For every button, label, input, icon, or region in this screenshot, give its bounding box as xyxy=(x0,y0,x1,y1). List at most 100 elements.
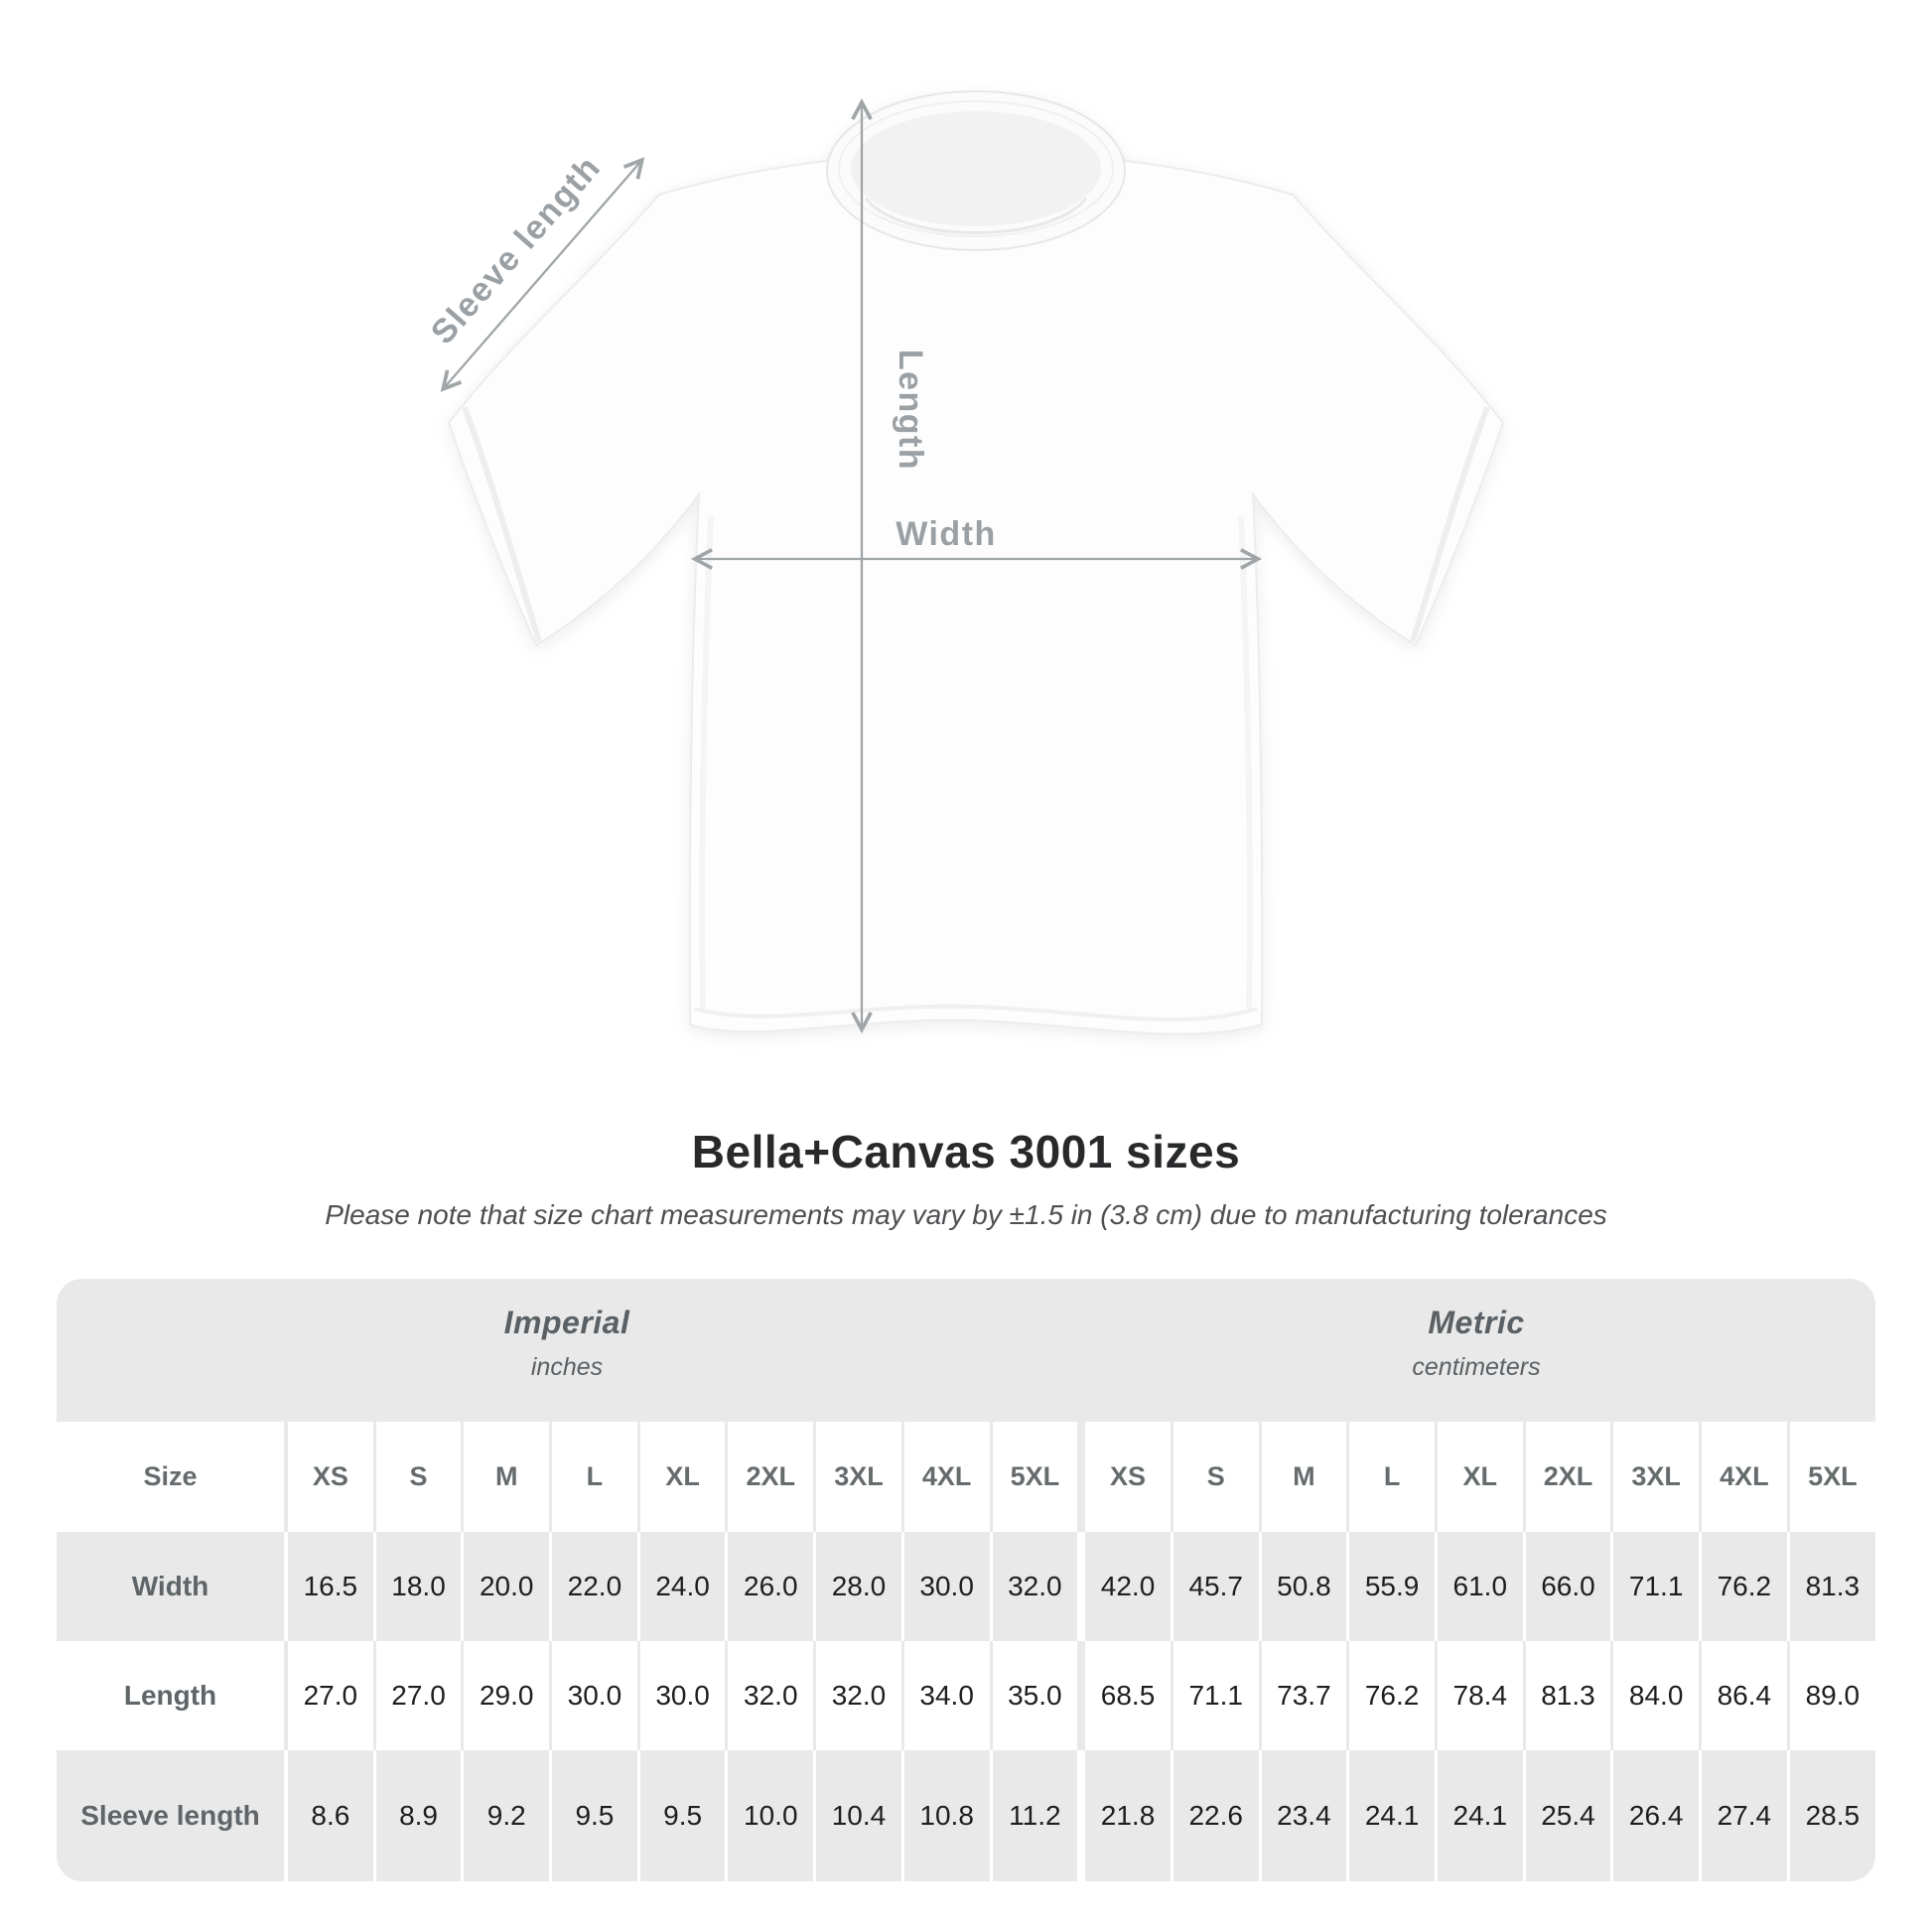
tolerance-note: Please note that size chart measurements… xyxy=(325,1199,1607,1230)
bottom-hem xyxy=(694,1004,1258,1023)
size-table: Imperial inches Metric centimeters Size … xyxy=(57,1279,1875,1881)
size-header: 4XL xyxy=(903,1422,990,1532)
value-cell: 22.6 xyxy=(1173,1750,1259,1881)
width-row: Width 16.5 18.0 20.0 22.0 24.0 26.0 28.0… xyxy=(57,1532,1875,1641)
value-cell: 30.0 xyxy=(903,1532,990,1641)
value-cell: 81.3 xyxy=(1789,1532,1875,1641)
value-cell: 10.8 xyxy=(903,1750,990,1881)
size-header: L xyxy=(1349,1422,1435,1532)
value-cell: 24.1 xyxy=(1437,1750,1523,1881)
size-header: 5XL xyxy=(992,1422,1078,1532)
value-cell: 81.3 xyxy=(1525,1641,1611,1750)
value-cell: 11.2 xyxy=(992,1750,1078,1881)
tshirt-diagram: Sleeve length Length Width xyxy=(424,90,1505,1035)
size-header: S xyxy=(1173,1422,1259,1532)
sleeve-length-row: Sleeve length 8.6 8.9 9.2 9.5 9.5 10.0 1… xyxy=(57,1750,1875,1881)
value-cell: 29.0 xyxy=(464,1641,550,1750)
value-cell: 27.0 xyxy=(288,1641,373,1750)
value-cell: 28.0 xyxy=(816,1532,901,1641)
value-cell: 9.2 xyxy=(464,1750,550,1881)
value-cell: 68.5 xyxy=(1085,1641,1171,1750)
left-sleeve-hem xyxy=(462,405,542,642)
value-cell: 24.1 xyxy=(1349,1750,1435,1881)
value-cell: 32.0 xyxy=(728,1641,814,1750)
value-cell: 18.0 xyxy=(375,1532,462,1641)
value-cell: 21.8 xyxy=(1085,1750,1171,1881)
size-header: L xyxy=(552,1422,637,1532)
value-cell: 8.6 xyxy=(288,1750,373,1881)
metric-section-header: Metric centimeters xyxy=(1077,1279,1875,1422)
value-cell: 35.0 xyxy=(992,1641,1078,1750)
value-cell: 55.9 xyxy=(1349,1532,1435,1641)
tshirt-body xyxy=(447,90,1505,1035)
value-cell: 22.0 xyxy=(552,1532,637,1641)
size-header: 4XL xyxy=(1702,1422,1787,1532)
value-cell: 84.0 xyxy=(1613,1641,1699,1750)
value-cell: 25.4 xyxy=(1525,1750,1611,1881)
value-cell: 24.0 xyxy=(639,1532,726,1641)
value-cell: 8.9 xyxy=(375,1750,462,1881)
value-cell: 27.4 xyxy=(1702,1750,1787,1881)
value-cell: 34.0 xyxy=(903,1641,990,1750)
value-cell: 71.1 xyxy=(1173,1641,1259,1750)
value-cell: 89.0 xyxy=(1789,1641,1875,1750)
value-cell: 23.4 xyxy=(1261,1750,1347,1881)
value-cell: 32.0 xyxy=(992,1532,1078,1641)
size-header: 3XL xyxy=(1613,1422,1699,1532)
value-cell: 9.5 xyxy=(552,1750,637,1881)
size-header: XS xyxy=(1085,1422,1171,1532)
value-cell: 16.5 xyxy=(288,1532,373,1641)
value-cell: 86.4 xyxy=(1702,1641,1787,1750)
size-header: 5XL xyxy=(1789,1422,1875,1532)
value-cell: 73.7 xyxy=(1261,1641,1347,1750)
sleeve-length-arrow xyxy=(440,157,645,392)
value-cell: 71.1 xyxy=(1613,1532,1699,1641)
value-cell: 50.8 xyxy=(1261,1532,1347,1641)
width-label: Width xyxy=(896,515,997,553)
value-cell: 27.0 xyxy=(375,1641,462,1750)
size-header: XL xyxy=(639,1422,726,1532)
imperial-section-header: Imperial inches xyxy=(57,1279,1077,1422)
length-label: Length xyxy=(892,349,929,471)
row-label: Length xyxy=(57,1641,284,1750)
value-cell: 76.2 xyxy=(1349,1641,1435,1750)
value-cell: 61.0 xyxy=(1437,1532,1523,1641)
value-cell: 42.0 xyxy=(1085,1532,1171,1641)
size-header: XL xyxy=(1437,1422,1523,1532)
right-sleeve-hem xyxy=(1410,405,1490,642)
units-band: Imperial inches Metric centimeters xyxy=(57,1279,1875,1422)
value-cell: 10.0 xyxy=(728,1750,814,1881)
value-cell: 10.4 xyxy=(816,1750,901,1881)
size-header: S xyxy=(375,1422,462,1532)
imperial-unit: inches xyxy=(530,1353,604,1381)
crease xyxy=(1238,515,1253,1010)
size-header: M xyxy=(1261,1422,1347,1532)
size-header: XS xyxy=(288,1422,373,1532)
imperial-title: Imperial xyxy=(503,1305,630,1340)
metric-unit: centimeters xyxy=(1412,1353,1541,1381)
size-header-row: Size XS S M L XL 2XL 3XL 4XL 5XL XS S M … xyxy=(57,1422,1875,1532)
value-cell: 30.0 xyxy=(552,1641,637,1750)
value-cell: 32.0 xyxy=(816,1641,901,1750)
value-cell: 26.4 xyxy=(1613,1750,1699,1881)
value-cell: 30.0 xyxy=(639,1641,726,1750)
value-cell: 78.4 xyxy=(1437,1641,1523,1750)
size-header: M xyxy=(464,1422,550,1532)
row-label: Width xyxy=(57,1532,284,1641)
value-cell: 28.5 xyxy=(1789,1750,1875,1881)
size-header: 3XL xyxy=(816,1422,901,1532)
value-cell: 26.0 xyxy=(728,1532,814,1641)
value-cell: 9.5 xyxy=(639,1750,726,1881)
size-header: 2XL xyxy=(728,1422,814,1532)
metric-title: Metric xyxy=(1428,1305,1525,1340)
value-cell: 45.7 xyxy=(1173,1532,1259,1641)
length-row: Length 27.0 27.0 29.0 30.0 30.0 32.0 32.… xyxy=(57,1641,1875,1750)
value-cell: 66.0 xyxy=(1525,1532,1611,1641)
value-cell: 20.0 xyxy=(464,1532,550,1641)
page-title: Bella+Canvas 3001 sizes xyxy=(691,1126,1241,1177)
crease xyxy=(699,515,714,1010)
size-corner-label: Size xyxy=(57,1422,284,1532)
collar xyxy=(826,90,1126,251)
tshirt-graphic: Sleeve length Length Width xyxy=(424,90,1505,1035)
